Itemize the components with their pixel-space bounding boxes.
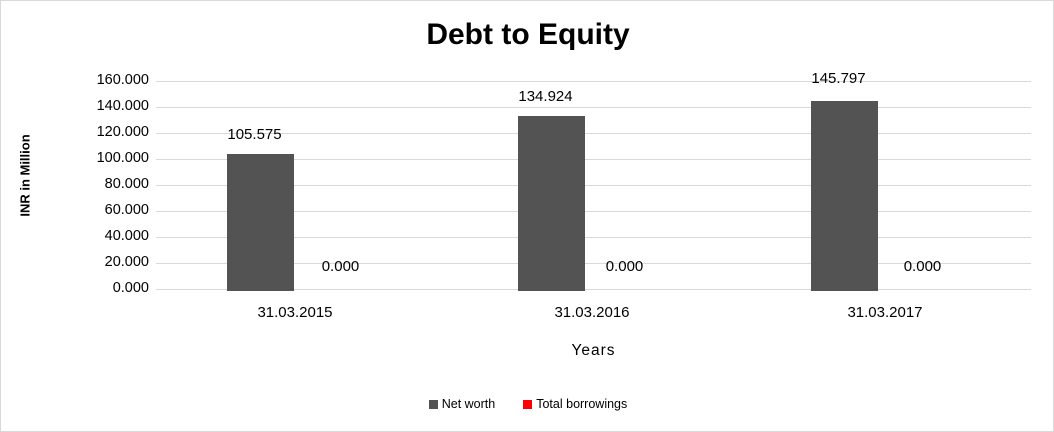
gridline (156, 133, 1031, 134)
y-tick-label: 20.000 (104, 254, 149, 270)
y-tick-label: 60.000 (104, 202, 149, 218)
y-tick-label: 80.000 (104, 176, 149, 192)
x-axis-title: Years (571, 342, 616, 359)
data-label-total-borrowings-2015: 0.000 (321, 258, 360, 275)
legend-item-net-worth[interactable]: Net worth (428, 397, 496, 411)
gridline (156, 185, 1031, 186)
bar-net-worth-2016[interactable] (518, 115, 585, 291)
legend-label-net-worth: Net worth (441, 397, 496, 411)
gridline (156, 211, 1031, 212)
bar-net-worth-2015[interactable] (227, 153, 294, 291)
y-tick-label: 40.000 (104, 228, 149, 244)
gridline (156, 81, 1031, 82)
y-tick-label: 160.000 (96, 72, 149, 88)
y-axis-tick-labels: 160.000 140.000 120.000 100.000 80.000 6… (46, 72, 149, 296)
x-tick-label-2017: 31.03.2017 (847, 304, 923, 321)
legend-item-total-borrowings[interactable]: Total borrowings (523, 397, 627, 411)
x-tick-label-2016: 31.03.2016 (554, 304, 630, 321)
gridline (156, 263, 1031, 264)
y-tick-label: 100.000 (96, 150, 149, 166)
x-tick-label-2015: 31.03.2015 (257, 304, 333, 321)
y-tick-label: 0.000 (112, 280, 149, 296)
data-label-net-worth-2017: 145.797 (811, 70, 866, 87)
gridline (156, 159, 1031, 160)
data-label-total-borrowings-2017: 0.000 (903, 258, 942, 275)
data-label-net-worth-2015: 105.575 (227, 126, 282, 143)
y-axis-title: INR in Million (17, 134, 33, 217)
plot-area (156, 81, 1031, 291)
data-label-total-borrowings-2016: 0.000 (605, 258, 644, 275)
axis-baseline (156, 289, 1031, 290)
gridline (156, 237, 1031, 238)
data-label-net-worth-2016: 134.924 (518, 88, 573, 105)
chart-title: Debt to Equity (426, 18, 630, 51)
gridline (156, 107, 1031, 108)
bar-net-worth-2017[interactable] (811, 101, 878, 291)
y-tick-label: 140.000 (96, 98, 149, 114)
y-tick-label: 120.000 (96, 124, 149, 140)
legend-swatch-icon (428, 399, 438, 409)
legend-label-total-borrowings: Total borrowings (536, 397, 628, 411)
legend-swatch-icon (523, 399, 533, 409)
chart-legend: Net worth Total borrowings (1, 397, 1053, 411)
